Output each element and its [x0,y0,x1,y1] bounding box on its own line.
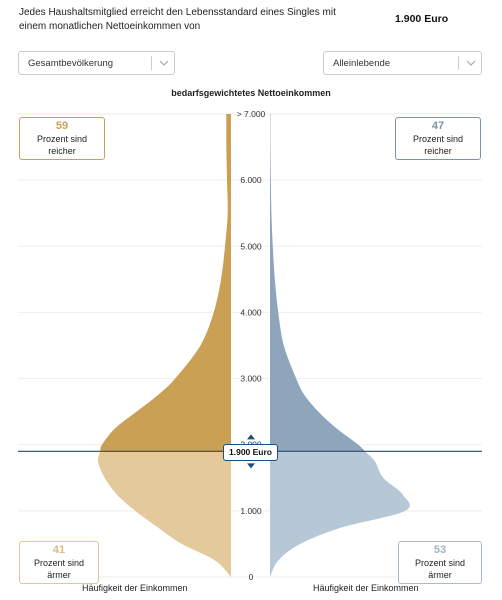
arrow-down-icon [247,463,255,469]
richer-stat-left: 59 Prozent sind reicher [19,117,105,160]
y-tick-label: 4.000 [240,307,262,317]
select-divider [151,56,152,70]
select-divider [458,56,459,70]
population-select-left[interactable]: Gesamtbevölkerung [18,51,175,75]
richer-percent-left: 59 [55,120,69,132]
poorer-percent-right: 53 [433,544,447,556]
right-poorer-area [270,451,410,577]
poorer-stat-left: 41 Prozent sind ärmer [19,541,99,584]
y-tick-label: 0 [249,572,254,582]
chevron-down-icon[interactable] [157,56,171,70]
richer-percent-right: 47 [431,120,445,132]
y-tick-label: > 7.000 [237,109,266,119]
income-marker-handle[interactable]: 1.900 Euro [223,444,278,461]
population-select-right[interactable]: Alleinlebende [323,51,482,75]
richer-label-right: Prozent sind reicher [412,134,464,156]
poorer-label-right: Prozent sind ärmer [414,558,466,580]
poorer-stat-right: 53 Prozent sind ärmer [398,541,482,584]
chevron-down-icon[interactable] [464,56,478,70]
right-richer-area [270,114,365,452]
y-tick-label: 5.000 [240,241,262,251]
income-value: 1.900 Euro [395,13,449,25]
x-axis-label-left: Häufigkeit der Einkommen [82,583,188,593]
richer-label-left: Prozent sind reicher [36,134,88,156]
richer-stat-right: 47 Prozent sind reicher [395,117,481,160]
population-select-right-value: Alleinlebende [333,57,391,69]
population-select-left-value: Gesamtbevölkerung [28,57,114,69]
chart-title: bedarfsgewichtetes Nettoeinkommen [171,88,331,98]
x-axis-label-right: Häufigkeit der Einkommen [313,583,419,593]
y-tick-label: 1.000 [240,506,262,516]
y-tick-label: 6.000 [240,175,262,185]
poorer-label-left: Prozent sind ärmer [33,558,85,580]
arrow-up-icon [247,434,255,440]
chart-areas [97,114,410,577]
intro-text: Jedes Haushaltsmitglied erreicht den Leb… [19,7,336,32]
poorer-percent-left: 41 [52,544,66,556]
y-tick-label: 3.000 [240,374,262,384]
left-poorer-area [97,451,231,577]
left-richer-area [100,114,232,452]
